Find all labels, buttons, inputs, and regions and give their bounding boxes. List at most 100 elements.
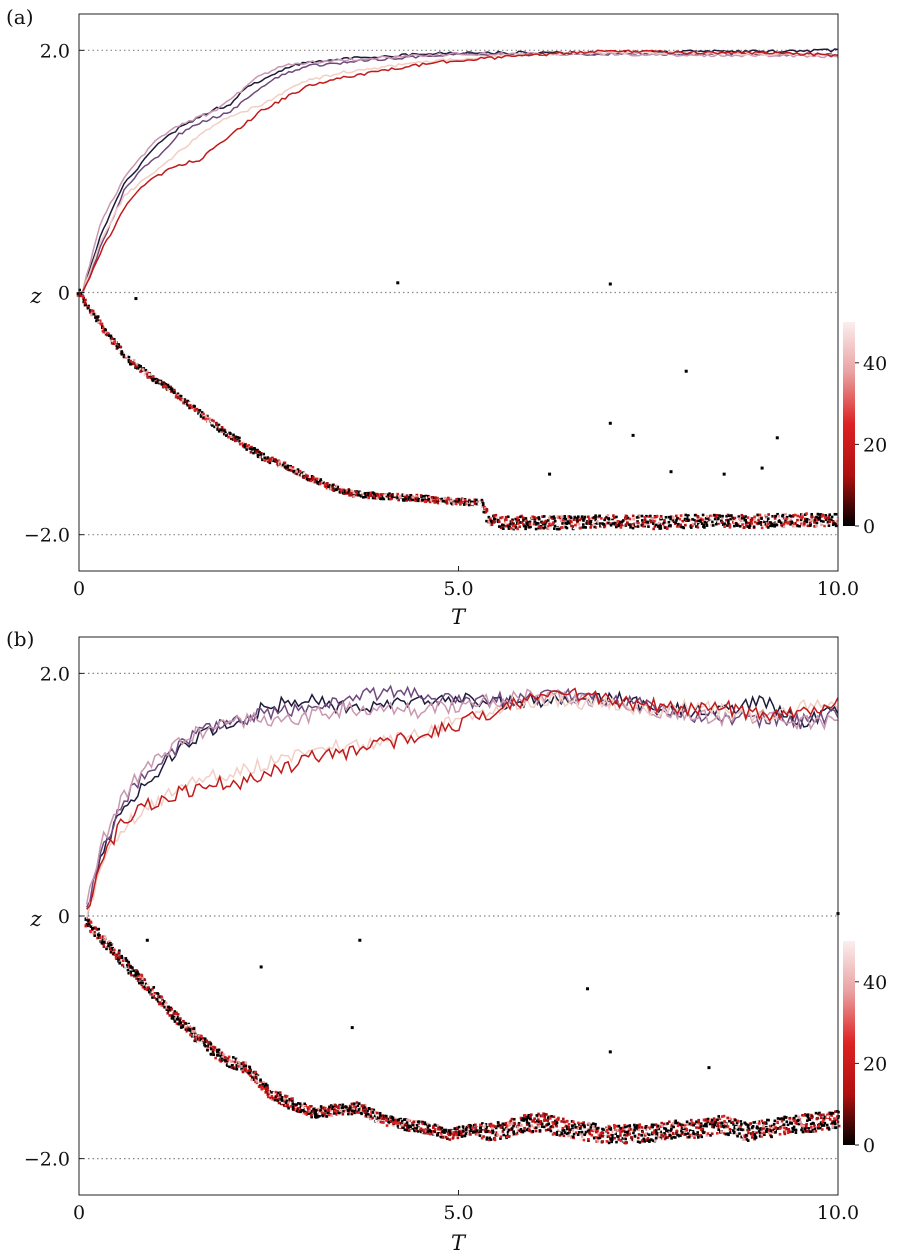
density-cell — [455, 502, 458, 506]
density-cell — [354, 1105, 358, 1109]
density-cell — [594, 518, 597, 522]
density-cell — [640, 514, 644, 518]
density-cell — [317, 1107, 321, 1111]
density-cell — [624, 517, 628, 521]
density-cell — [817, 513, 821, 516]
density-cell — [755, 1131, 758, 1135]
density-cell — [615, 1124, 619, 1128]
density-cell — [514, 517, 518, 521]
density-cell — [137, 974, 140, 977]
density-cell — [232, 1067, 236, 1070]
density-cell — [590, 1133, 594, 1137]
density-cell — [400, 1120, 404, 1123]
density-cell — [198, 1042, 202, 1045]
density-cell — [776, 1123, 780, 1127]
density-cell — [227, 1055, 231, 1059]
density-cell — [675, 514, 678, 518]
density-cell — [552, 1122, 555, 1126]
density-cell — [519, 1116, 523, 1120]
density-cell — [287, 1103, 290, 1107]
series-line — [86, 687, 839, 910]
density-cell — [800, 1128, 803, 1132]
density-cell — [127, 355, 131, 359]
density-cell — [626, 1130, 630, 1134]
density-cell — [727, 514, 731, 518]
density-cell — [827, 517, 831, 520]
density-cell — [730, 516, 734, 519]
density-cell — [557, 1116, 560, 1120]
density-cell — [704, 1118, 708, 1121]
density-cell — [672, 1135, 675, 1139]
density-cell — [464, 1128, 468, 1132]
density-cell — [291, 465, 295, 469]
density-cell — [396, 1121, 399, 1125]
density-cell — [516, 516, 519, 519]
density-cell — [564, 525, 568, 529]
density-cell — [648, 1140, 651, 1143]
density-cell — [573, 1123, 577, 1126]
density-cell — [416, 1130, 420, 1133]
density-cell — [645, 514, 648, 518]
density-cell — [498, 1124, 502, 1127]
density-cell — [725, 522, 728, 526]
density-cell — [690, 1123, 693, 1127]
density-cell — [597, 1133, 600, 1136]
density-cell — [124, 965, 127, 968]
density-cell — [556, 527, 559, 531]
density-cell — [137, 972, 140, 976]
density-cell — [779, 521, 783, 525]
density-cell — [259, 1085, 263, 1089]
density-cell — [772, 1131, 775, 1134]
density-cell — [702, 1124, 706, 1128]
density-cell — [444, 1128, 448, 1132]
density-cell — [773, 524, 777, 527]
density-cell — [230, 1064, 234, 1067]
density-cell — [731, 1120, 735, 1124]
density-cell — [615, 1140, 618, 1144]
density-cell — [415, 1129, 418, 1133]
density-cell — [255, 1080, 259, 1083]
density-cell — [741, 1134, 745, 1138]
density-cell — [806, 1113, 810, 1116]
density-cell — [180, 1026, 183, 1029]
density-cell — [337, 485, 340, 489]
scatter-point — [548, 472, 552, 476]
density-cell — [263, 459, 267, 462]
density-cell — [321, 1114, 325, 1118]
density-cell — [826, 1115, 830, 1118]
density-cell — [352, 1102, 356, 1106]
density-cell — [797, 1122, 801, 1126]
density-cell — [355, 1102, 359, 1106]
density-cell — [555, 1121, 559, 1125]
scatter-point — [145, 938, 149, 942]
density-cell — [193, 405, 196, 408]
density-cell — [606, 1131, 610, 1135]
reference-lines — [79, 49, 838, 536]
density-cell — [654, 1128, 658, 1132]
density-cell — [818, 518, 821, 521]
density-cell — [273, 1096, 276, 1100]
density-cell — [109, 334, 113, 338]
density-cell — [522, 1119, 526, 1122]
density-cell — [109, 946, 112, 950]
density-cell — [634, 518, 637, 522]
density-cell — [759, 520, 763, 524]
density-cell — [587, 1137, 590, 1141]
density-cell — [579, 1124, 583, 1128]
density-cell — [632, 1131, 635, 1135]
density-cell — [240, 1065, 243, 1068]
density-cell — [530, 1113, 533, 1116]
density-cell — [288, 468, 292, 472]
density-cell — [733, 520, 737, 523]
density-cell — [537, 1120, 541, 1124]
density-cell — [601, 522, 604, 525]
density-cell — [471, 1126, 474, 1129]
density-cell — [518, 1131, 521, 1135]
density-cell — [593, 1125, 597, 1128]
density-cell — [566, 1131, 570, 1135]
density-cell — [499, 1137, 502, 1140]
density-cell — [264, 1082, 268, 1086]
density-cell — [422, 498, 425, 502]
density-cell — [576, 515, 580, 519]
density-cell — [551, 1120, 555, 1124]
